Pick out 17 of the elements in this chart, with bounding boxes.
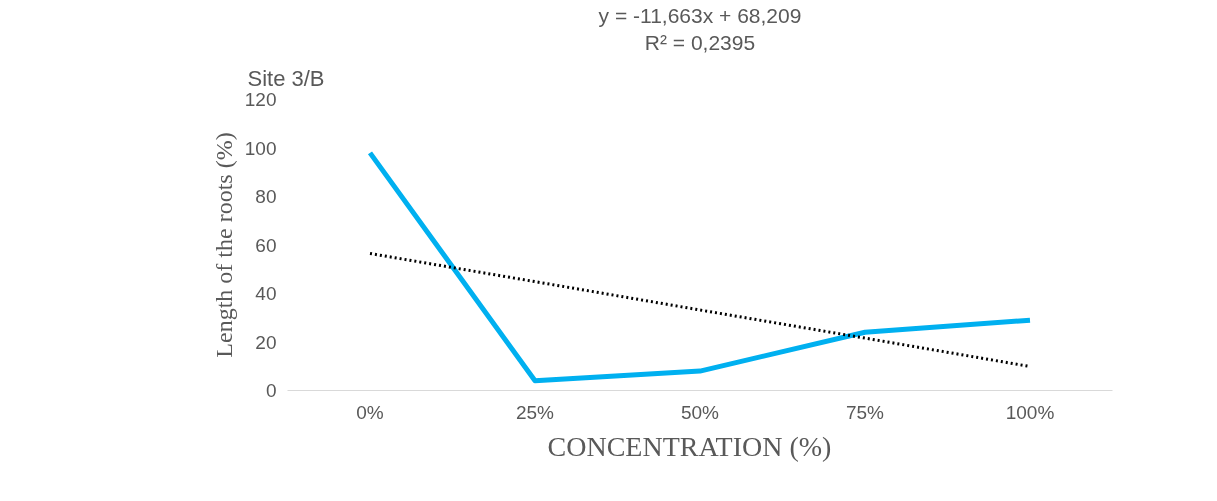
y-tick-label: 60: [255, 234, 277, 256]
text: y = -11,663x + 68,209: [598, 3, 802, 27]
x-tick-label: 0%: [356, 401, 384, 423]
y-tick-label: 120: [244, 89, 277, 110]
y-tick-label: 20: [255, 331, 277, 353]
y-axis-title: Length of the roots (%): [210, 132, 237, 358]
chart-title: Site 3/B: [247, 65, 325, 91]
y-tick-label: 100: [244, 137, 277, 159]
y-tick-label: 80: [255, 186, 277, 207]
text: R² = 0,2395: [644, 30, 756, 54]
y-tick-label: 0: [265, 380, 277, 401]
x-tick-label: 25%: [515, 401, 555, 423]
x-tick-label: 50%: [680, 401, 720, 423]
x-tick-label: 75%: [845, 401, 885, 423]
x-axis-title: CONCENTRATION (%): [547, 430, 832, 462]
y-tick-label: 40: [255, 283, 277, 304]
x-tick-label: 100%: [1005, 401, 1055, 423]
